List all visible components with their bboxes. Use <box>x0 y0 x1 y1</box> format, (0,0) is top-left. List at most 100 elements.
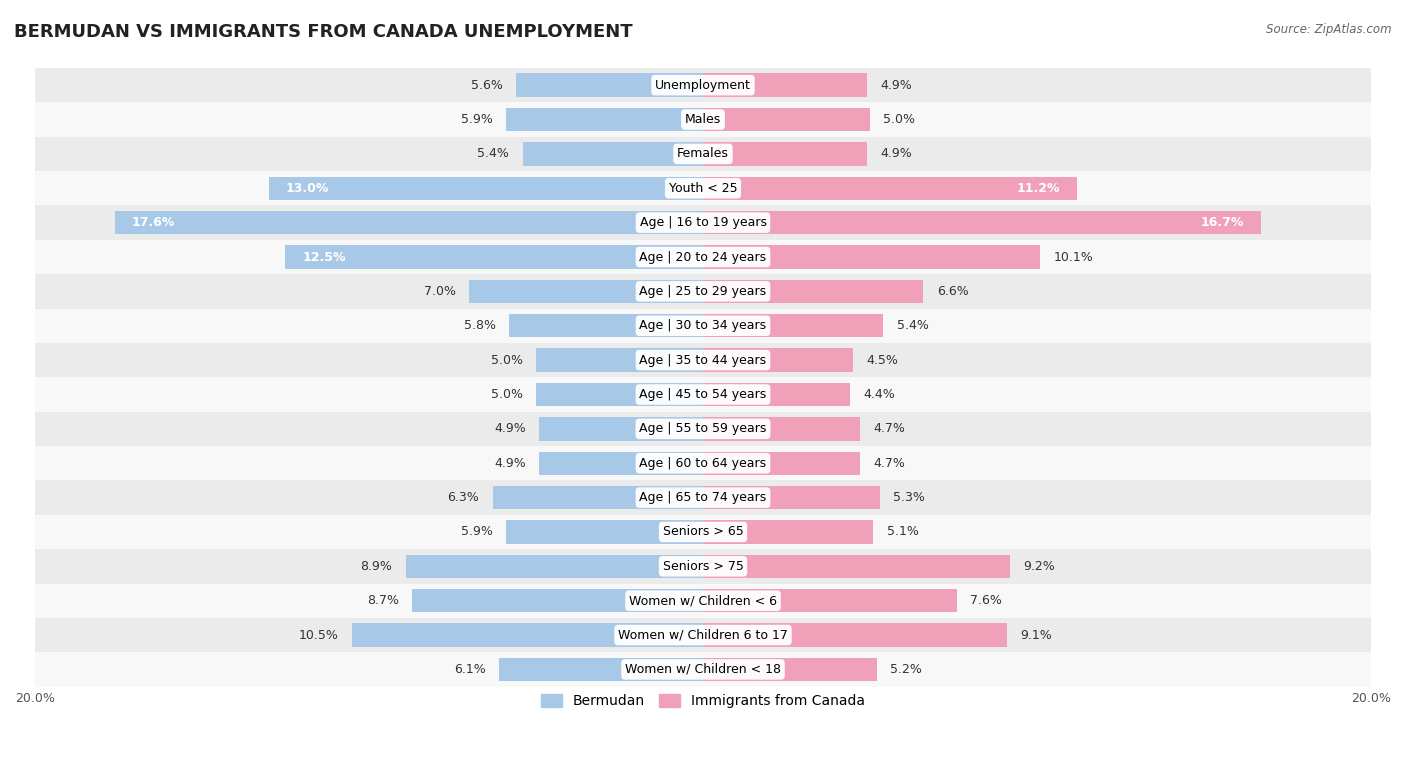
Text: 7.0%: 7.0% <box>423 285 456 298</box>
Text: 5.0%: 5.0% <box>883 113 915 126</box>
Text: 5.0%: 5.0% <box>491 388 523 401</box>
Text: 17.6%: 17.6% <box>132 217 176 229</box>
Bar <box>516 73 703 97</box>
Text: 6.3%: 6.3% <box>447 491 479 504</box>
Bar <box>499 658 703 681</box>
Text: Age | 35 to 44 years: Age | 35 to 44 years <box>640 354 766 366</box>
Bar <box>509 314 703 338</box>
Text: 4.9%: 4.9% <box>880 79 911 92</box>
Bar <box>115 211 703 235</box>
Text: Women w/ Children < 18: Women w/ Children < 18 <box>626 663 780 676</box>
Bar <box>703 658 877 681</box>
Bar <box>35 343 1371 377</box>
Text: 5.0%: 5.0% <box>491 354 523 366</box>
Text: 10.1%: 10.1% <box>1053 251 1094 263</box>
Text: Unemployment: Unemployment <box>655 79 751 92</box>
Bar <box>703 383 851 407</box>
Bar <box>703 245 1040 269</box>
Text: 11.2%: 11.2% <box>1017 182 1060 195</box>
Text: 10.5%: 10.5% <box>299 628 339 641</box>
Text: 16.7%: 16.7% <box>1201 217 1244 229</box>
Text: 4.7%: 4.7% <box>873 422 905 435</box>
Bar <box>35 274 1371 309</box>
Text: 4.7%: 4.7% <box>873 456 905 469</box>
Text: 8.7%: 8.7% <box>367 594 399 607</box>
Bar <box>540 451 703 475</box>
Bar <box>35 412 1371 446</box>
Bar <box>540 417 703 441</box>
Text: Age | 25 to 29 years: Age | 25 to 29 years <box>640 285 766 298</box>
Bar <box>536 383 703 407</box>
Bar <box>35 653 1371 687</box>
Text: 4.4%: 4.4% <box>863 388 896 401</box>
Text: 5.2%: 5.2% <box>890 663 922 676</box>
Bar <box>536 348 703 372</box>
Bar <box>703 107 870 131</box>
Text: 5.4%: 5.4% <box>897 319 928 332</box>
Bar <box>35 618 1371 653</box>
Text: Age | 20 to 24 years: Age | 20 to 24 years <box>640 251 766 263</box>
Text: 8.9%: 8.9% <box>360 560 392 573</box>
Text: Women w/ Children 6 to 17: Women w/ Children 6 to 17 <box>619 628 787 641</box>
Text: 5.9%: 5.9% <box>461 525 492 538</box>
Bar <box>406 555 703 578</box>
Bar <box>703 589 957 612</box>
Text: 5.8%: 5.8% <box>464 319 496 332</box>
Text: 5.4%: 5.4% <box>478 148 509 160</box>
Bar <box>35 309 1371 343</box>
Bar <box>35 515 1371 549</box>
Bar <box>35 102 1371 137</box>
Bar <box>703 451 860 475</box>
Bar <box>412 589 703 612</box>
Legend: Bermudan, Immigrants from Canada: Bermudan, Immigrants from Canada <box>536 689 870 714</box>
Bar <box>35 240 1371 274</box>
Bar <box>35 446 1371 481</box>
Text: 4.9%: 4.9% <box>495 456 526 469</box>
Text: 4.9%: 4.9% <box>880 148 911 160</box>
Text: 6.6%: 6.6% <box>936 285 969 298</box>
Bar <box>703 348 853 372</box>
Text: 5.9%: 5.9% <box>461 113 492 126</box>
Text: 7.6%: 7.6% <box>970 594 1002 607</box>
Text: 13.0%: 13.0% <box>285 182 329 195</box>
Bar <box>35 377 1371 412</box>
Text: Youth < 25: Youth < 25 <box>669 182 737 195</box>
Bar <box>35 171 1371 205</box>
Bar <box>35 137 1371 171</box>
Bar <box>703 520 873 544</box>
Text: Age | 30 to 34 years: Age | 30 to 34 years <box>640 319 766 332</box>
Text: 5.3%: 5.3% <box>893 491 925 504</box>
Bar <box>492 486 703 509</box>
Bar <box>269 176 703 200</box>
Bar <box>35 205 1371 240</box>
Text: Seniors > 65: Seniors > 65 <box>662 525 744 538</box>
Bar <box>703 176 1077 200</box>
Bar <box>285 245 703 269</box>
Bar <box>703 417 860 441</box>
Bar <box>35 549 1371 584</box>
Text: Seniors > 75: Seniors > 75 <box>662 560 744 573</box>
Bar <box>35 584 1371 618</box>
Text: Women w/ Children < 6: Women w/ Children < 6 <box>628 594 778 607</box>
Text: Age | 16 to 19 years: Age | 16 to 19 years <box>640 217 766 229</box>
Bar <box>703 211 1261 235</box>
Text: 9.2%: 9.2% <box>1024 560 1056 573</box>
Bar <box>470 279 703 303</box>
Text: 4.5%: 4.5% <box>866 354 898 366</box>
Text: Age | 45 to 54 years: Age | 45 to 54 years <box>640 388 766 401</box>
Text: 5.1%: 5.1% <box>887 525 918 538</box>
Text: Age | 55 to 59 years: Age | 55 to 59 years <box>640 422 766 435</box>
Bar <box>353 623 703 646</box>
Text: 4.9%: 4.9% <box>495 422 526 435</box>
Bar <box>703 623 1007 646</box>
Text: BERMUDAN VS IMMIGRANTS FROM CANADA UNEMPLOYMENT: BERMUDAN VS IMMIGRANTS FROM CANADA UNEMP… <box>14 23 633 41</box>
Bar <box>703 486 880 509</box>
Bar <box>703 142 866 166</box>
Text: 6.1%: 6.1% <box>454 663 486 676</box>
Bar <box>703 314 883 338</box>
Text: 9.1%: 9.1% <box>1021 628 1052 641</box>
Text: Age | 60 to 64 years: Age | 60 to 64 years <box>640 456 766 469</box>
Text: 12.5%: 12.5% <box>302 251 346 263</box>
Text: Females: Females <box>678 148 728 160</box>
Bar <box>506 520 703 544</box>
